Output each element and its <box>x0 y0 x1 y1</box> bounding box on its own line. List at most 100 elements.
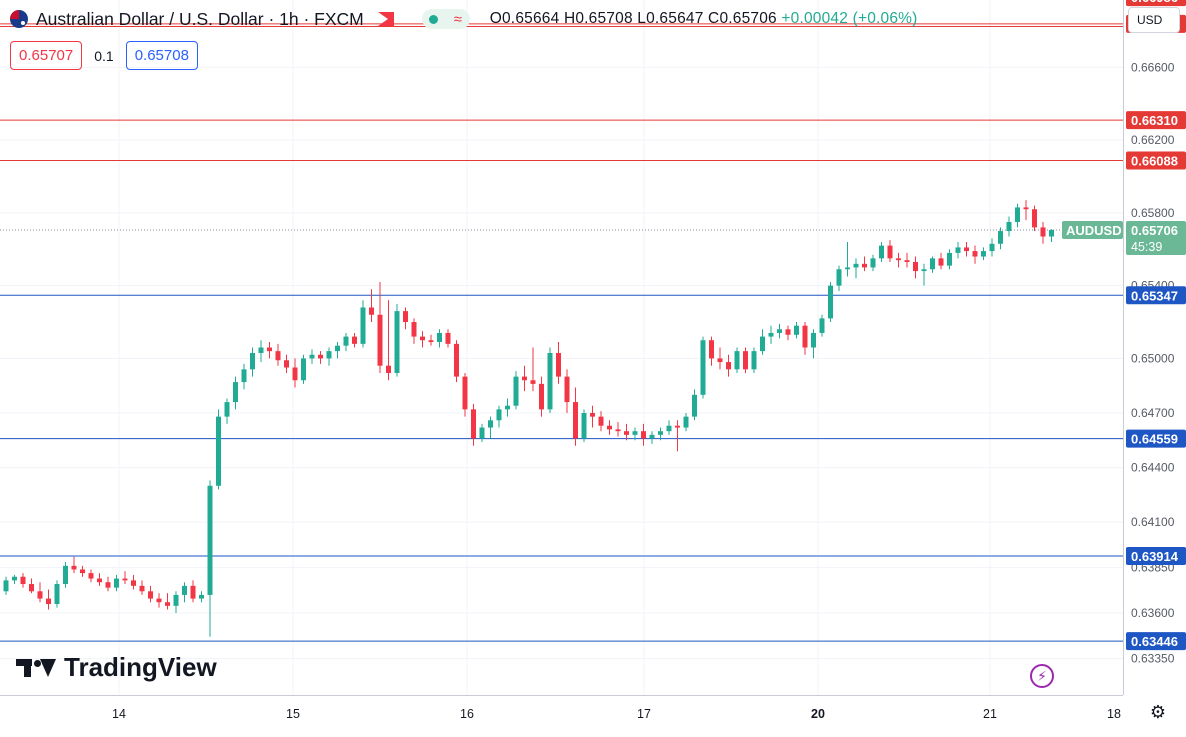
candle-body <box>352 336 357 344</box>
sell-button[interactable]: 0.65707 <box>10 41 83 70</box>
candle-body <box>1015 207 1020 222</box>
price-tick-label: 0.64400 <box>1131 461 1175 475</box>
candle-body <box>479 427 485 439</box>
price-tick-label: 0.64100 <box>1131 515 1175 529</box>
candle-body <box>360 307 366 344</box>
support-label-bg <box>1126 547 1186 565</box>
candle-body <box>216 416 221 486</box>
price-tick-label: 0.65800 <box>1131 206 1175 220</box>
support-label: 0.63446 <box>1131 634 1178 649</box>
time-axis[interactable]: 14 15 16 17 20 21 18 <box>0 695 1123 732</box>
candle-body <box>632 431 638 435</box>
candle-body <box>989 243 995 252</box>
candle-body <box>258 347 264 353</box>
candle-body <box>105 582 111 588</box>
time-tick-label: 14 <box>112 707 126 721</box>
candle-body <box>947 252 952 266</box>
price-tick-label: 0.63350 <box>1131 652 1175 666</box>
candle-body <box>853 263 859 268</box>
candle-body <box>309 354 315 359</box>
candle-body <box>275 351 281 361</box>
candle-body <box>624 431 629 435</box>
candle-body <box>224 402 230 417</box>
candle-body <box>709 340 714 359</box>
candle-body <box>522 376 527 381</box>
time-axis-canvas: 14 15 16 17 20 21 18 <box>112 707 1121 721</box>
market-open-dot-icon <box>429 14 439 24</box>
currency-selector[interactable]: USD <box>1128 7 1180 33</box>
candle-body <box>734 351 740 370</box>
support-label: 0.65347 <box>1131 288 1178 303</box>
candle-body <box>71 565 77 570</box>
candle-body <box>666 425 672 432</box>
candle-body <box>403 311 408 323</box>
resistance-label-bg <box>1126 0 1186 7</box>
candle-body <box>148 591 153 599</box>
market-status-pill[interactable]: ≈ <box>421 9 470 29</box>
price-axis[interactable]: 0.66600 0.66200 0.65800 0.65400 0.65000 0.647… <box>1123 0 1186 695</box>
candle-body <box>819 318 825 333</box>
candle-body <box>1032 209 1037 228</box>
candle-body <box>547 352 553 410</box>
symbol-tag: AUDUSD <box>1066 223 1122 238</box>
candle-body <box>182 585 187 595</box>
lightning-icon[interactable]: ⚡ <box>1030 664 1054 688</box>
candle-body <box>768 332 774 337</box>
candle-body <box>292 367 298 381</box>
candle-body <box>879 245 884 259</box>
candle-body <box>811 332 816 348</box>
candle-body <box>539 383 544 410</box>
buy-button[interactable]: 0.65708 <box>125 41 198 70</box>
tradingview-logo[interactable]: TradingView <box>16 652 217 683</box>
candle-body <box>802 325 808 348</box>
candle-body <box>913 261 918 272</box>
spread-value: 0.1 <box>94 47 114 64</box>
candle-body <box>904 260 910 262</box>
time-tick-label: 18 <box>1107 707 1121 721</box>
candle-body <box>301 358 306 381</box>
candle-body <box>190 585 196 599</box>
ohlc-high: H0.65708 <box>563 10 633 27</box>
candle-body <box>165 602 170 606</box>
candle-body <box>598 416 604 426</box>
chart-canvas[interactable]: AUDUSD <box>0 0 1123 695</box>
candle-body <box>29 584 34 592</box>
candle-body <box>80 569 85 574</box>
candle-body <box>573 402 578 439</box>
candle-body <box>131 580 136 586</box>
ohlc-close: C0.65706 <box>708 10 777 27</box>
time-tick-label: 15 <box>286 707 300 721</box>
candle-body <box>700 340 706 395</box>
candle-body <box>46 598 51 605</box>
candle-body <box>955 247 961 253</box>
candle-body <box>437 332 442 343</box>
candle-body <box>870 258 876 268</box>
symbol-title[interactable]: Australian Dollar / U.S. Dollar · 1h · F… <box>36 8 364 29</box>
candle-body <box>318 354 323 359</box>
candle-body <box>1023 207 1029 210</box>
candle-body <box>37 591 43 599</box>
price-tick-label: 0.64700 <box>1131 406 1175 420</box>
candle-body <box>3 580 9 592</box>
price-chart[interactable]: AUDUSD <box>0 0 1123 695</box>
candle-body <box>836 269 842 286</box>
gear-icon[interactable]: ⚙ <box>1149 701 1167 722</box>
time-tick-label: 20 <box>811 707 825 721</box>
candle-body <box>760 336 765 352</box>
alert-icon[interactable] <box>377 12 394 26</box>
ohlc-low: L0.65647 <box>637 10 704 27</box>
symbol-tag-bg <box>1062 220 1123 239</box>
candle-body <box>394 311 400 373</box>
resistance-label: 0.66088 <box>1131 153 1178 168</box>
current-price-tag-bg <box>1126 220 1186 255</box>
candle-body <box>156 598 162 603</box>
support-label: 0.63914 <box>1131 549 1179 564</box>
price-tick-label: 0.65000 <box>1131 351 1175 365</box>
candle-body <box>530 380 536 384</box>
candle-body <box>607 425 612 430</box>
candle-body <box>114 578 119 588</box>
candle-body <box>726 362 731 370</box>
candle-body <box>862 263 867 268</box>
support-label-bg <box>1126 632 1186 651</box>
candle-body <box>921 269 927 272</box>
